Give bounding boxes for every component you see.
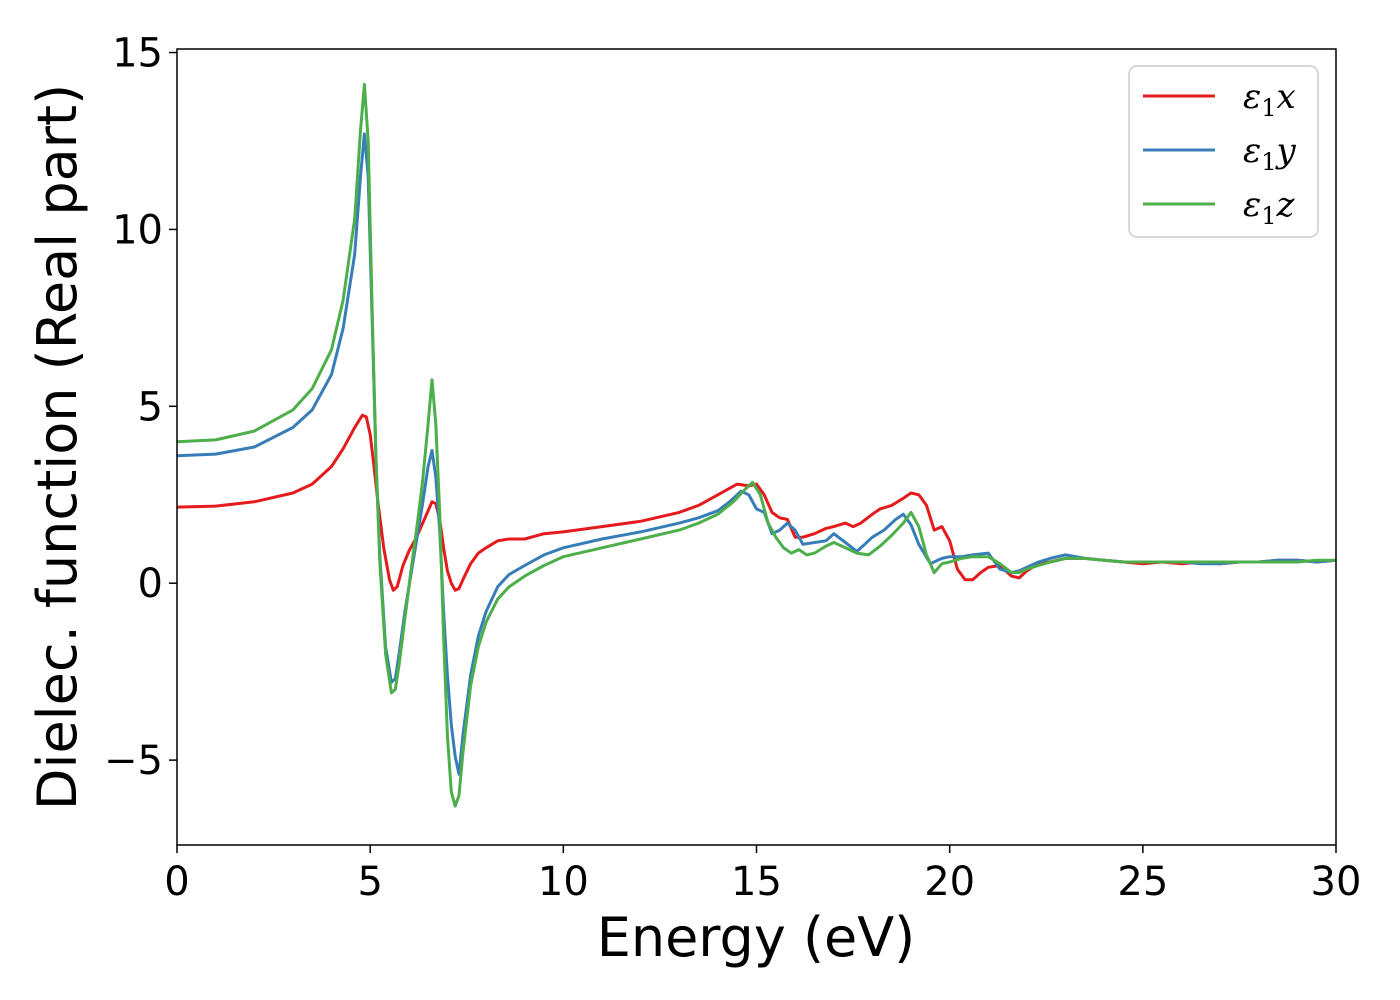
legend-label-y: ε1y [1243, 131, 1297, 176]
x-tick-label: 5 [357, 859, 382, 905]
x-tick-label: 0 [164, 859, 189, 905]
x-axis-ticks: 0 5 10 15 20 25 30 [164, 845, 1361, 905]
legend-label-z: ε1z [1243, 185, 1296, 230]
legend: ε1x ε1y ε1z [1128, 65, 1319, 238]
y-tick-label: 15 [112, 31, 163, 77]
x-tick-label: 10 [538, 859, 589, 905]
y-axis-label: Dielec. function (Real part) [26, 84, 89, 810]
y-axis-ticks: −5 0 5 10 15 [104, 31, 177, 784]
series-line-z [177, 82, 1336, 808]
y-tick-label: 5 [138, 384, 163, 430]
legend-box [1128, 65, 1319, 238]
series-line-y [177, 132, 1336, 776]
series-line-x [177, 413, 1336, 592]
series-layer [177, 82, 1336, 808]
x-tick-label: 30 [1311, 859, 1362, 905]
legend-items: ε1x ε1y ε1z [1143, 77, 1297, 230]
x-tick-label: 25 [1117, 859, 1168, 905]
y-tick-label: −5 [104, 738, 163, 784]
y-tick-label: 0 [138, 561, 163, 607]
x-tick-label: 15 [731, 859, 782, 905]
x-axis-label: Energy (eV) [597, 906, 916, 969]
x-tick-label: 20 [924, 859, 975, 905]
legend-label-x: ε1x [1243, 77, 1296, 122]
y-tick-label: 10 [112, 207, 163, 253]
